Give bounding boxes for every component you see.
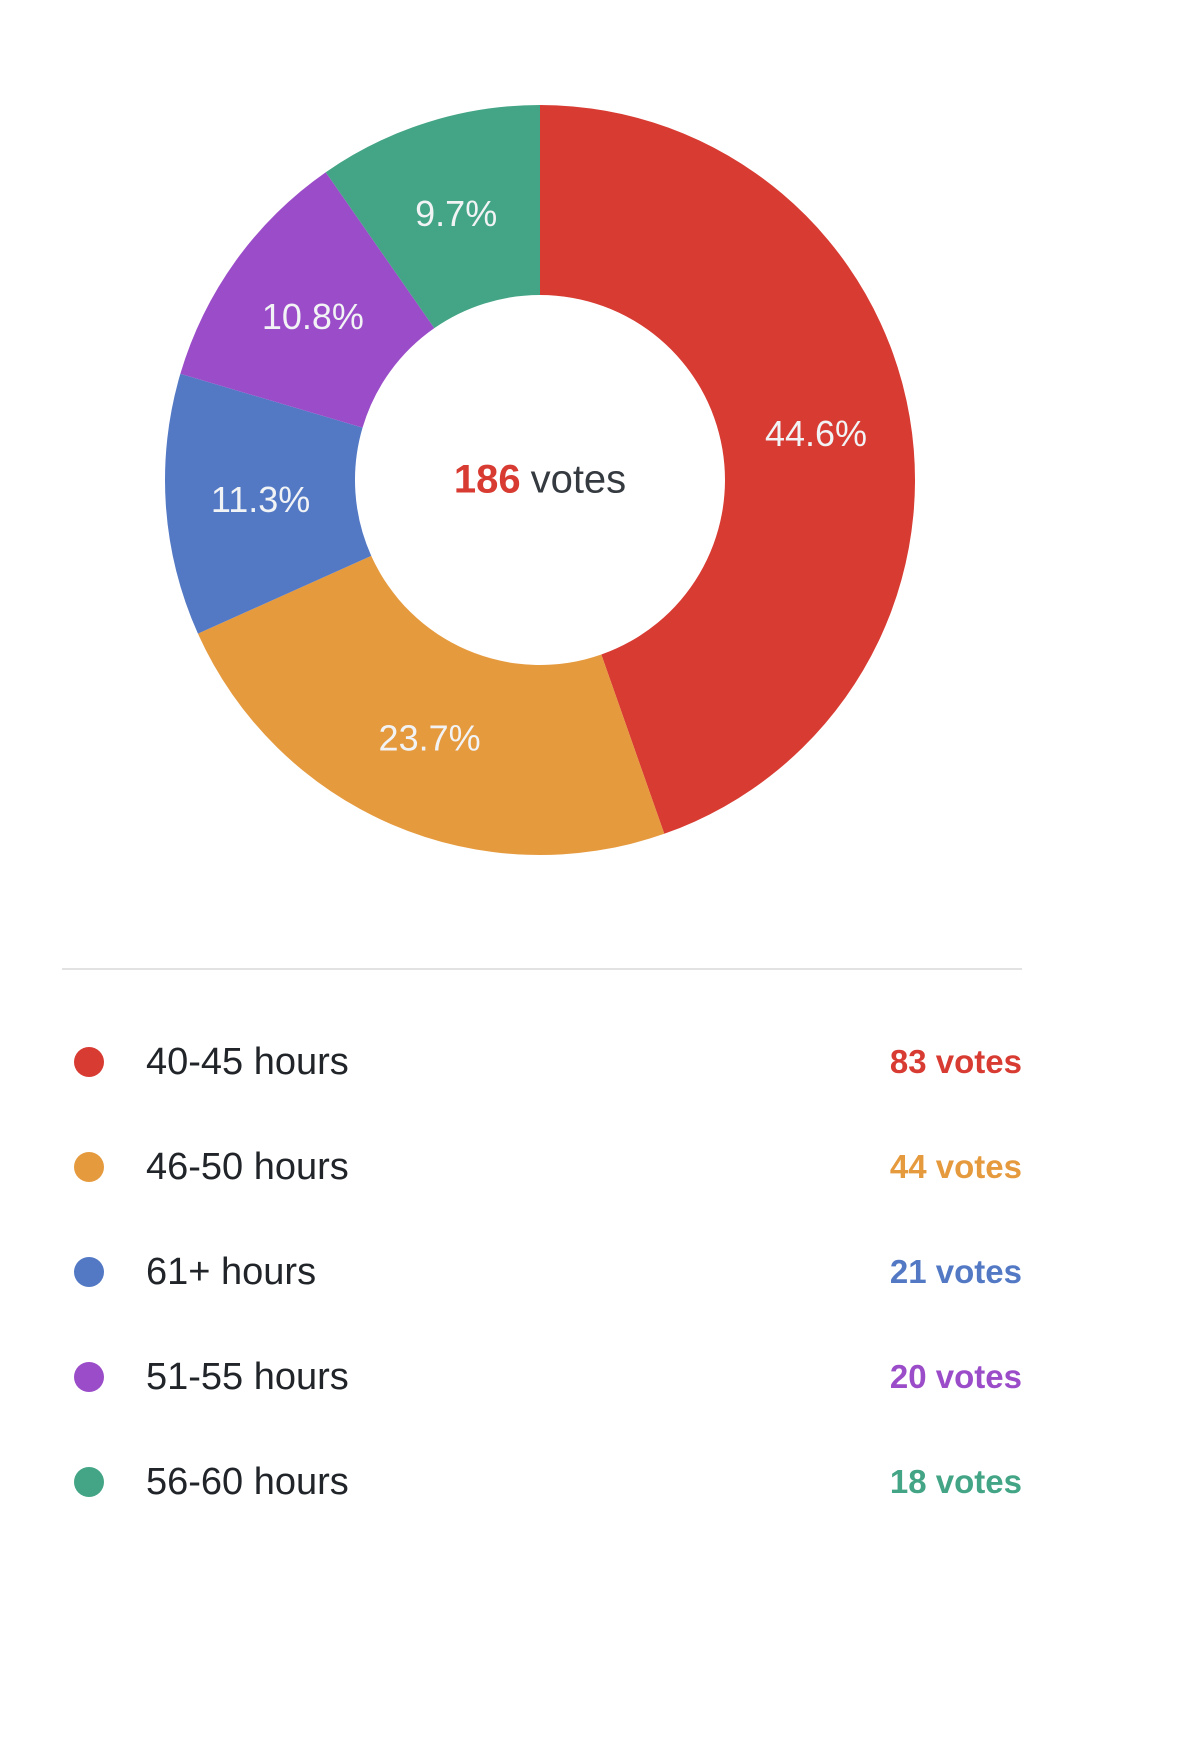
legend-item[interactable]: 61+ hours 21 votes	[62, 1242, 1022, 1302]
slice-percentage-label: 23.7%	[379, 717, 481, 758]
poll-results-page: 44.6% 23.7% 11.3% 10.8% 9.7% 186 votes 40-45 …	[62, 0, 1022, 1512]
donut-slice-46-50-hours	[197, 555, 665, 856]
legend-color-dot	[74, 1467, 104, 1497]
legend-label: 46-50 hours	[146, 1145, 349, 1188]
legend-color-dot	[74, 1362, 104, 1392]
legend-item[interactable]: 40-45 hours 83 votes	[62, 1032, 1022, 1092]
legend: 40-45 hours 83 votes 46-50 hours 44 vote…	[62, 1032, 1022, 1512]
slice-percentage-label: 11.3%	[211, 479, 310, 520]
slice-percentage-label: 9.7%	[415, 193, 497, 234]
donut-slice-61+-hours	[165, 373, 372, 634]
legend-votes: 21 votes	[889, 1253, 1022, 1290]
legend-color-dot	[74, 1257, 104, 1287]
legend-label: 51-55 hours	[146, 1355, 349, 1398]
slice-percentage-label: 10.8%	[262, 296, 364, 337]
legend-label: 56-60 hours	[146, 1460, 349, 1503]
divider	[62, 968, 1022, 970]
legend-votes: 83 votes	[889, 1043, 1022, 1080]
legend-label: 61+ hours	[146, 1250, 317, 1293]
donut-chart-svg: 44.6% 23.7% 11.3% 10.8% 9.7%	[165, 105, 916, 856]
legend-item[interactable]: 51-55 hours 20 votes	[62, 1347, 1022, 1407]
total-votes-count: 186	[453, 457, 521, 502]
slice-percentage-label: 44.6%	[765, 413, 867, 454]
donut-chart-area: 44.6% 23.7% 11.3% 10.8% 9.7% 186 votes	[62, 0, 1022, 960]
donut-slice-56-60-hours	[325, 105, 540, 329]
legend-item[interactable]: 56-60 hours 18 votes	[62, 1452, 1022, 1512]
legend-label: 40-45 hours	[146, 1040, 349, 1083]
legend-votes: 44 votes	[889, 1148, 1022, 1185]
legend-item[interactable]: 46-50 hours 44 votes	[62, 1137, 1022, 1197]
legend-votes: 20 votes	[889, 1358, 1022, 1395]
legend-color-dot	[74, 1152, 104, 1182]
donut-slice-40-45-hours	[540, 105, 916, 834]
legend-votes: 18 votes	[889, 1463, 1022, 1500]
total-votes-suffix: votes	[530, 457, 627, 502]
donut-slice-51-55-hours	[180, 172, 435, 428]
total-votes-label: 186 votes	[454, 458, 626, 503]
legend-color-dot	[74, 1047, 104, 1077]
